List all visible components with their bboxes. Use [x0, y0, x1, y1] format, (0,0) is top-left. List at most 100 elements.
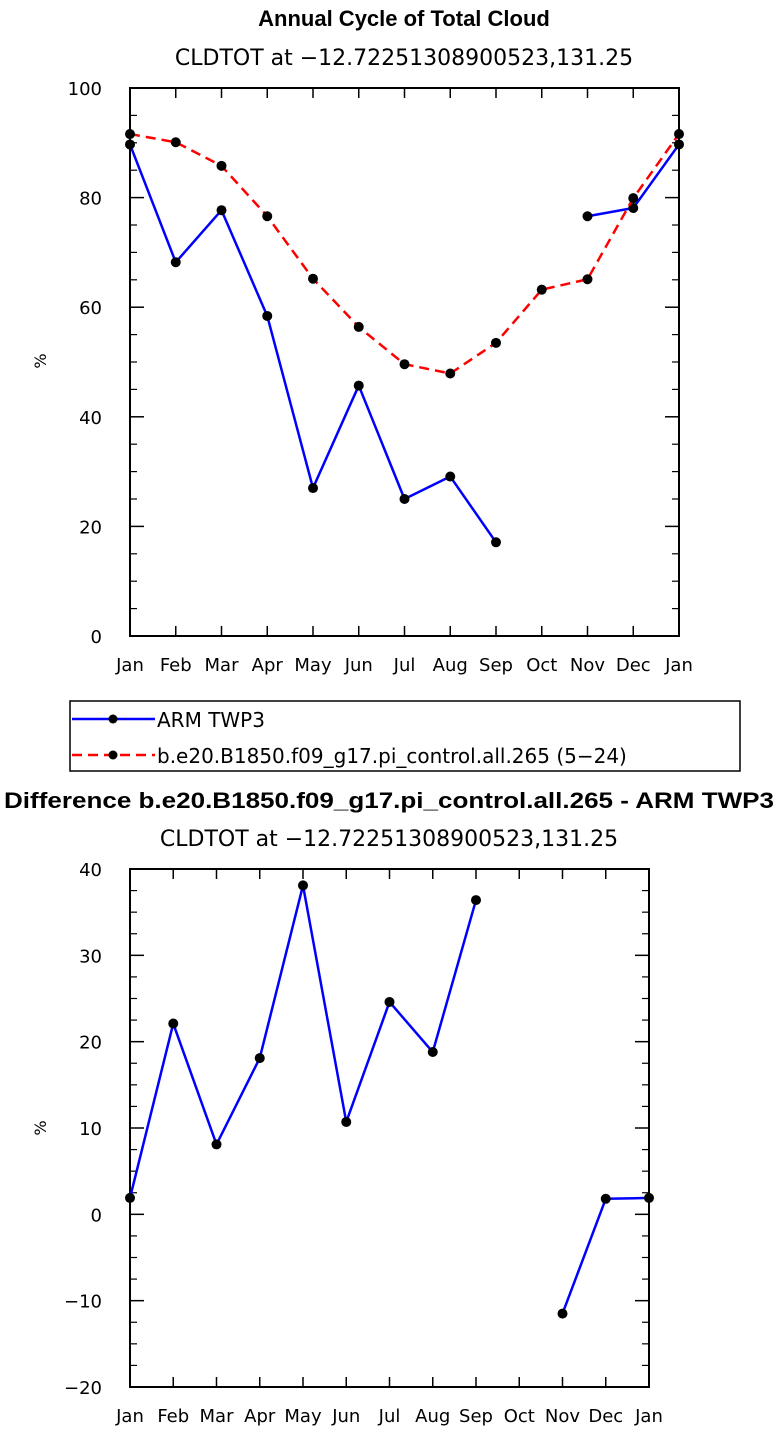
chart1-subtitle: CLDTOT at −12.72251308900523,131.25 [175, 46, 633, 71]
chart1-xtick-label: May [294, 655, 332, 676]
chart1-xtick-label: Jan [115, 655, 144, 676]
chart2-ticks: Jan Feb Mar Apr May Jun Jul Aug Sep Oct Nov Dec Jan−… [64, 860, 663, 1427]
chart2-ytick-label: −10 [64, 1292, 102, 1313]
legend-model-label: b.e20.B1850.f09_g17.pi_control.all.265 (… [157, 744, 627, 768]
chart2-subtitle: CLDTOT at −12.72251308900523,131.25 [160, 827, 618, 852]
chart1-xtick-label: Aug [433, 655, 468, 676]
chart2-ytick-label: 0 [91, 1205, 102, 1226]
chart2-xtick-label: Jul [378, 1406, 401, 1427]
chart1-ytick-label: 60 [79, 298, 102, 319]
legend-arm-label: ARM TWP3 [157, 708, 265, 732]
chart1-xtick-label: Dec [616, 655, 651, 676]
chart2-xtick-label: Sep [459, 1406, 493, 1427]
chart2-ytick-label: 20 [79, 1033, 102, 1054]
chart2-xtick-label: Aug [415, 1406, 450, 1427]
chart1-series-0-point [491, 537, 501, 548]
chart1-xtick-label: Oct [526, 655, 557, 676]
chart1-xtick-label: Jan [664, 655, 693, 676]
legend-arm-marker [108, 714, 118, 724]
chart1-series-0-point [353, 380, 364, 391]
chart1-series-0-point [445, 471, 456, 482]
difference-chart: Difference b.e20.B1850.f09_g17.pi_contro… [4, 788, 774, 1427]
chart1-series-1-point [491, 337, 501, 348]
chart2-ytick-label: 40 [79, 860, 102, 881]
chart1-series-1-point [353, 321, 364, 332]
chart1-series-0-point [628, 203, 639, 214]
chart1-title: Annual Cycle of Total Cloud [258, 6, 550, 31]
chart2-xtick-label: Apr [244, 1406, 276, 1427]
chart1-ytick-label: 0 [91, 627, 102, 648]
chart1-series-1-point [308, 273, 318, 284]
chart1-series-1-point [216, 160, 227, 171]
legend: ARM TWP3 b.e20.B1850.f09_g17.pi_control.… [69, 700, 741, 772]
chart1-series-0-point [170, 257, 181, 268]
chart1-xtick-label: Feb [160, 655, 192, 676]
chart2-ytick-label: −20 [64, 1378, 102, 1399]
chart2-series-0-point [427, 1047, 438, 1058]
chart2-xtick-label: Jan [115, 1406, 144, 1427]
chart2-ytick-label: 10 [79, 1119, 102, 1140]
chart2-xtick-label: Jun [331, 1406, 360, 1427]
chart1-xtick-label: Jun [344, 655, 373, 676]
chart1-series-1-point [582, 274, 593, 285]
chart1-series-1-point [445, 368, 456, 379]
chart1-series-1-point [262, 211, 273, 222]
chart1-xtick-label: Mar [205, 655, 240, 676]
chart2-xtick-label: Nov [545, 1406, 580, 1427]
chart2-series-0-point [600, 1193, 611, 1204]
chart1-series-1-point [536, 284, 547, 295]
chart2-title: Difference b.e20.B1850.f09_g17.pi_contro… [4, 788, 774, 813]
chart1-series-1-point [674, 129, 684, 140]
chart2-series-0-point [384, 996, 395, 1007]
legend-frame [69, 700, 741, 772]
chart1-ytick-label: 100 [68, 79, 102, 100]
chart1-series-0-point [216, 205, 227, 216]
chart1-series [125, 129, 684, 548]
chart1-series-0-point [399, 494, 410, 504]
chart1-series-1-point [399, 359, 410, 370]
chart1-series-1-point [125, 129, 135, 140]
chart1-series-1-point [628, 193, 639, 204]
chart1-xtick-label: Jul [393, 655, 416, 676]
chart1-series-1-line [129, 132, 681, 375]
chart1-xtick-label: Sep [479, 655, 513, 676]
chart2-series-0-point [471, 895, 481, 906]
chart1-xtick-label: Nov [570, 655, 605, 676]
legend-model-marker [108, 750, 118, 760]
annual-cycle-chart: Annual Cycle of Total Cloud CLDTOT at −1… [31, 6, 693, 676]
chart2-series-0-point [125, 1192, 135, 1203]
chart2-series-0-point [557, 1308, 568, 1319]
chart2-series-0-point [168, 1018, 179, 1029]
chart2-series-0-point [298, 880, 308, 891]
chart2-ytick-label: 30 [79, 946, 102, 967]
chart1-ytick-label: 80 [79, 189, 102, 210]
chart2-series-0-point [254, 1053, 265, 1064]
chart2-xtick-label: Dec [588, 1406, 623, 1427]
chart2-plot-frame [129, 868, 650, 1388]
chart2-xtick-label: Jan [634, 1406, 663, 1427]
chart2-series-0-point [211, 1139, 222, 1150]
chart2-ylabel: % [31, 1120, 50, 1135]
chart1-series-0-point [582, 211, 593, 222]
chart1-ticks: Jan Feb Mar Apr May Jun Jul Aug Sep Oct Nov Dec Jan 0… [68, 79, 693, 676]
chart1-series-0-point [262, 310, 273, 321]
chart2-series-0-point [644, 1192, 654, 1203]
chart1-ytick-label: 20 [79, 517, 102, 538]
chart1-xtick-label: Apr [252, 655, 284, 676]
chart2-series [125, 880, 654, 1319]
chart1-ytick-label: 40 [79, 408, 102, 429]
chart2-series-0-line [561, 1196, 650, 1315]
chart1-series-1-point [170, 137, 181, 148]
chart2-series-0-point [341, 1116, 352, 1127]
chart1-series-0-line [128, 143, 498, 544]
chart1-series-0-point [674, 139, 684, 150]
chart2-xtick-label: Feb [157, 1406, 189, 1427]
chart2-xtick-label: Mar [200, 1406, 235, 1427]
chart2-xtick-label: May [284, 1406, 322, 1427]
chart1-series-0-point [125, 139, 135, 150]
chart1-ylabel: % [31, 353, 50, 368]
chart2-xtick-label: Oct [504, 1406, 535, 1427]
chart1-series-0-point [308, 483, 318, 494]
chart2-series-0-line [128, 884, 478, 1199]
